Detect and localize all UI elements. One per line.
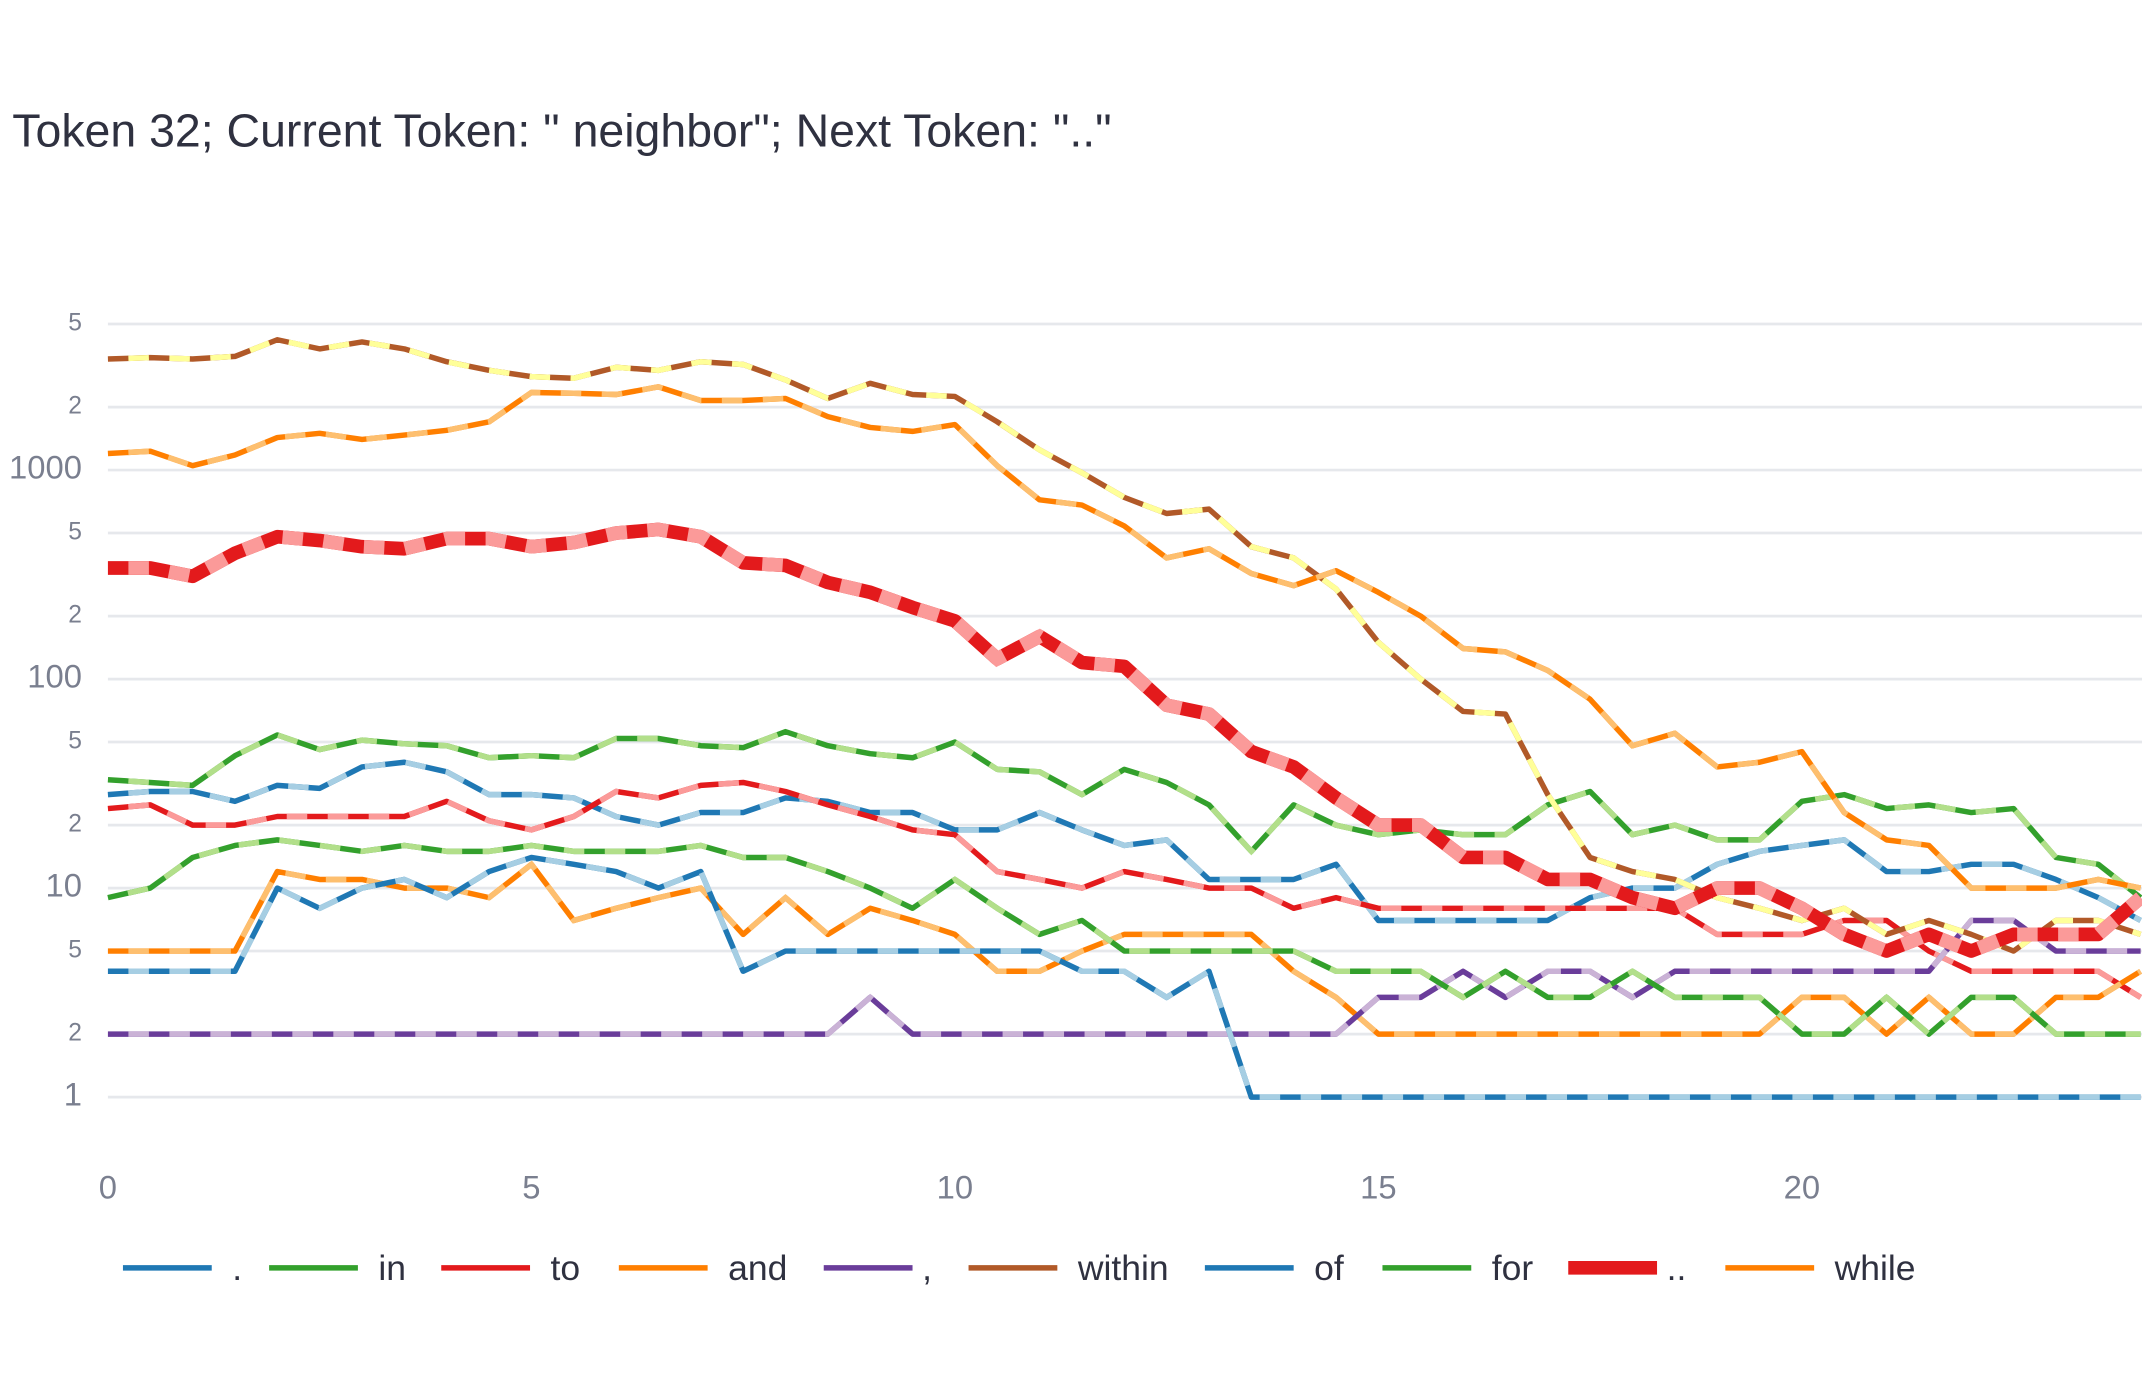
y-tick-label: 5	[68, 727, 82, 754]
y-tick-label: 1000	[9, 449, 82, 486]
series-line-dash	[107, 759, 2142, 924]
y-tick-label: 2	[68, 1020, 82, 1047]
series-line-dash	[107, 522, 2142, 959]
legend-label: .	[232, 1248, 242, 1288]
x-tick-label: 10	[937, 1169, 973, 1206]
legend-label: for	[1492, 1248, 1534, 1288]
legend-label: in	[378, 1248, 406, 1288]
y-tick-label: 10	[46, 867, 82, 904]
series-line-dash	[107, 860, 2142, 1038]
x-tick-label: 15	[1360, 1169, 1396, 1206]
series-line	[107, 917, 2141, 1037]
y-tick-label: 1	[64, 1076, 82, 1113]
legend-label: ,	[922, 1248, 932, 1288]
x-tick-label: 20	[1784, 1169, 1820, 1206]
series-line-dash	[107, 837, 2141, 1038]
series-line	[107, 854, 2141, 1100]
chart-title: Token 32; Current Token: " neighbor"; Ne…	[12, 104, 1111, 156]
legend-label: ..	[1667, 1248, 1687, 1288]
series-line-dash	[107, 854, 2141, 1100]
y-tick-label: 5	[68, 936, 82, 963]
y-tick-label: 100	[27, 658, 82, 695]
legend-label: and	[728, 1248, 787, 1288]
legend-label: to	[551, 1248, 581, 1288]
series-line	[107, 384, 2142, 891]
grid: 1 2 5 10 2 5 100 2 5 1000 2 5 0 5 10 15 20	[9, 309, 2142, 1206]
y-tick-label: 2	[68, 811, 82, 838]
y-tick-label: 2	[68, 393, 82, 420]
y-tick-label: 2	[68, 602, 82, 629]
y-tick-label: 5	[68, 518, 82, 545]
legend-label: within	[1077, 1248, 1169, 1288]
y-tick-label: 5	[68, 309, 82, 336]
series-line-dash	[107, 779, 2142, 1000]
legend: . in to and, within of for.. while	[122, 1248, 1916, 1288]
legend-label: while	[1834, 1248, 1916, 1288]
series-line-dash	[107, 336, 2142, 955]
series-line-dash	[107, 917, 2141, 1037]
series-line-dash	[107, 728, 2142, 900]
x-tick-label: 0	[99, 1169, 117, 1206]
plot-area	[107, 336, 2142, 1100]
x-tick-label: 5	[522, 1169, 540, 1206]
legend-label: of	[1314, 1248, 1344, 1288]
